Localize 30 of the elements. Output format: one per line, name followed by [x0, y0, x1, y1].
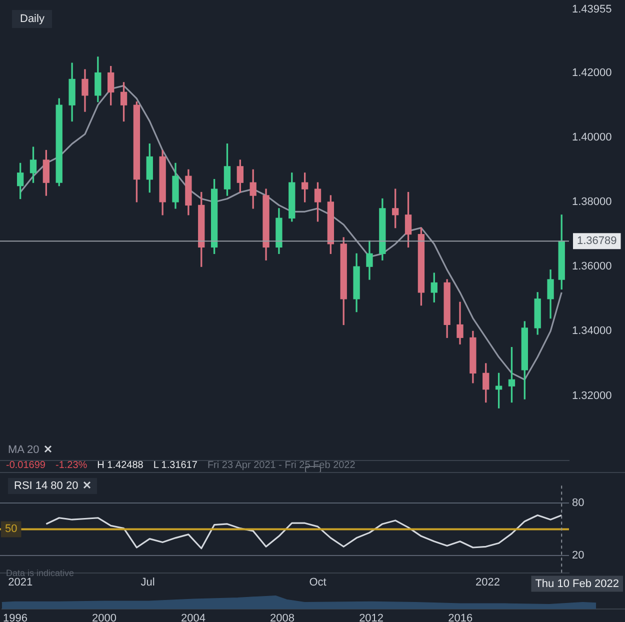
y-tick-label: 1.32000 [572, 390, 612, 402]
x-tick-label: 2016 [448, 612, 473, 622]
y-tick-label: 1.42000 [572, 66, 612, 79]
ref-line-label: Thu 10 Feb 2022 [535, 578, 620, 590]
annotation: Data is indicative [6, 568, 74, 578]
ref-line-label: 50 [5, 523, 18, 536]
x-tick-label: Oct [309, 576, 326, 588]
annotation: L 1.31617 [153, 460, 198, 471]
x-tick-label: 1996 [2, 612, 28, 622]
annotation: H 1.42488 [97, 460, 144, 471]
y-tick-label: 1.36000 [572, 260, 612, 273]
x-tick-label: 2022 [475, 576, 500, 588]
x-tick-label: 2008 [270, 612, 295, 622]
text: MA 20 [8, 444, 40, 456]
x-tick-label: 2004 [181, 612, 206, 622]
annotation: -0.01699 [6, 460, 46, 471]
x-tick-label: Jul [140, 576, 155, 588]
y-tick-label: 1.38000 [572, 196, 612, 208]
annotation: Daily [12, 10, 52, 28]
y-tick-label: 20 [572, 549, 584, 562]
y-tick-label: 80 [572, 497, 584, 510]
y-tick-label: 1.40000 [572, 131, 612, 144]
ref-line-label: 1.36789 [577, 235, 617, 248]
x-tick-label: 2021 [8, 576, 33, 588]
x-tick-label: 2000 [92, 612, 116, 622]
annotation: -1.23% [55, 460, 88, 471]
legend-label: RSI 14 80 20 [14, 480, 78, 492]
y-tick-label: 1.43955 [572, 4, 612, 16]
y-tick-label: 1.34000 [572, 325, 612, 338]
x-tick-label: 2012 [359, 612, 384, 622]
